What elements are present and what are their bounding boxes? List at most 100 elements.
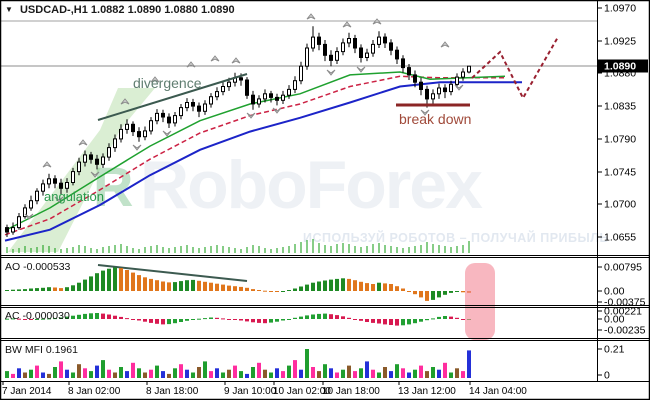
candle-body xyxy=(317,36,321,45)
ao-bar xyxy=(329,279,333,291)
ac-bar xyxy=(35,319,39,320)
ac-bar xyxy=(359,319,363,321)
mfi-bar xyxy=(161,371,165,378)
ao-bar xyxy=(161,281,165,291)
ac-bar xyxy=(257,319,261,323)
time-axis-label: 14 Jan 04:00 xyxy=(469,386,527,397)
ac-bar xyxy=(455,317,459,319)
candle-body xyxy=(35,190,39,202)
mfi-bar xyxy=(275,368,279,378)
candle-body xyxy=(23,207,27,218)
ac-bar xyxy=(293,317,297,319)
ac-bar xyxy=(341,316,345,319)
ao-bar xyxy=(425,291,429,301)
ao-bar xyxy=(311,282,315,291)
ao-bar xyxy=(263,290,267,292)
mfi-bar xyxy=(101,360,105,378)
candle-body xyxy=(179,107,183,117)
mfi-bar xyxy=(245,373,249,378)
mfi-bar xyxy=(17,368,21,378)
candle-body xyxy=(5,227,9,233)
candle-body xyxy=(299,65,303,82)
ao-bar xyxy=(401,288,405,291)
mfi-bar xyxy=(53,367,57,378)
indicator-tick-label: 0.00 xyxy=(604,286,625,298)
mfi-bar xyxy=(293,360,297,378)
candle-body xyxy=(305,47,309,67)
highlight-layer xyxy=(465,263,495,340)
ac-bar xyxy=(137,319,141,321)
candle-body xyxy=(467,65,471,73)
mfi-bar xyxy=(125,371,129,378)
fractal-up-icon xyxy=(186,61,196,68)
candle-body xyxy=(71,171,75,184)
ac-bar xyxy=(119,316,123,319)
fractal-up-icon xyxy=(78,139,88,146)
candle-body xyxy=(185,102,189,109)
candle-body xyxy=(203,103,207,112)
candle-body xyxy=(173,115,177,124)
candle-body xyxy=(215,91,219,98)
ao-bar xyxy=(215,283,219,291)
candle-body xyxy=(29,200,33,209)
fractal-up-icon xyxy=(120,98,130,105)
ac-bar xyxy=(245,319,249,322)
mfi-bar xyxy=(365,361,369,378)
ao-bar xyxy=(323,280,327,291)
candle-body xyxy=(131,123,135,133)
mfi-bar xyxy=(371,369,375,378)
candle-body xyxy=(239,77,243,81)
ao-bar xyxy=(197,280,201,291)
mfi-bar xyxy=(11,373,15,378)
candle-body xyxy=(347,38,351,44)
ac-bar xyxy=(185,319,189,321)
ac-bar xyxy=(23,319,27,320)
ac-bar xyxy=(425,319,429,321)
current-price-label: 1.0890 xyxy=(604,61,636,73)
mfi-bar xyxy=(455,368,459,378)
ac-bar xyxy=(125,318,129,320)
mfi-bar xyxy=(419,365,423,378)
time-axis-label: 10 Jan 02:00 xyxy=(273,386,331,397)
mfi-bar xyxy=(449,372,453,378)
candle-body xyxy=(263,93,267,100)
level-lines-layer xyxy=(0,20,597,67)
mfi-bar xyxy=(137,368,141,378)
ao-bar xyxy=(143,277,147,291)
candle-body xyxy=(323,43,327,56)
ao-bar xyxy=(383,283,387,291)
fractal-down-icon xyxy=(356,66,366,73)
mfi-bar xyxy=(41,372,45,378)
ao-bar xyxy=(275,291,279,292)
mfi-bar xyxy=(269,372,273,378)
ac-bar xyxy=(143,319,147,322)
ac-bar xyxy=(155,319,159,324)
mfi-bar xyxy=(65,369,69,378)
candle-body xyxy=(389,42,393,51)
time-axis-label: 10 Jan 18:00 xyxy=(322,386,380,397)
mfi-bar xyxy=(431,367,435,378)
ac-bar xyxy=(77,314,81,319)
mfi-bar xyxy=(437,369,441,378)
chevron-down-icon[interactable]: ▼ xyxy=(5,5,13,14)
candle-body xyxy=(431,93,435,100)
ac-bar xyxy=(335,315,339,319)
ac-bar xyxy=(383,319,387,325)
ao-bar xyxy=(77,282,81,291)
ao-bar xyxy=(419,291,423,298)
ac-bar xyxy=(173,319,177,324)
ao-bar xyxy=(413,291,417,295)
ac-bar xyxy=(113,315,117,319)
ac-bar xyxy=(53,318,57,320)
ao-bar xyxy=(23,289,27,291)
ao-bar xyxy=(41,287,45,291)
candle-body xyxy=(11,227,15,233)
candle-body xyxy=(155,112,159,122)
ac-bar xyxy=(41,318,45,320)
mfi-bar xyxy=(341,369,345,378)
fractal-down-icon xyxy=(90,171,100,178)
divergence-ao-line xyxy=(97,264,248,282)
indicator-axes: 0.007950.00-0.003750.002210.00-0.002350.… xyxy=(597,262,646,382)
ao-bar xyxy=(407,291,411,292)
